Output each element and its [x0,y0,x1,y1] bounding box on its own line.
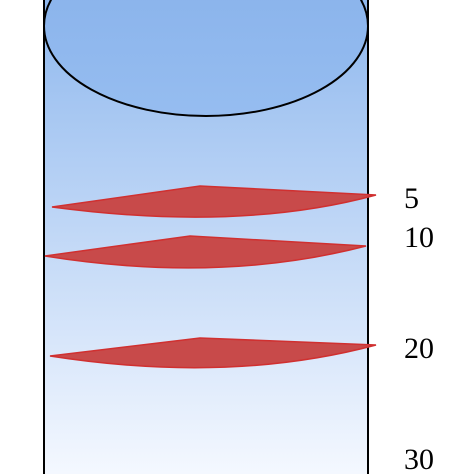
slice-depth-20 [49,337,377,369]
depth-label-5: 5 [404,182,419,215]
slice-depth-10 [44,235,367,269]
depth-label-30: 30 [404,443,434,474]
depth-label-20: 20 [404,332,434,365]
slice-depth-5 [51,185,377,218]
cylinder-top-cap [43,0,369,117]
depth-label-10: 10 [404,221,434,254]
